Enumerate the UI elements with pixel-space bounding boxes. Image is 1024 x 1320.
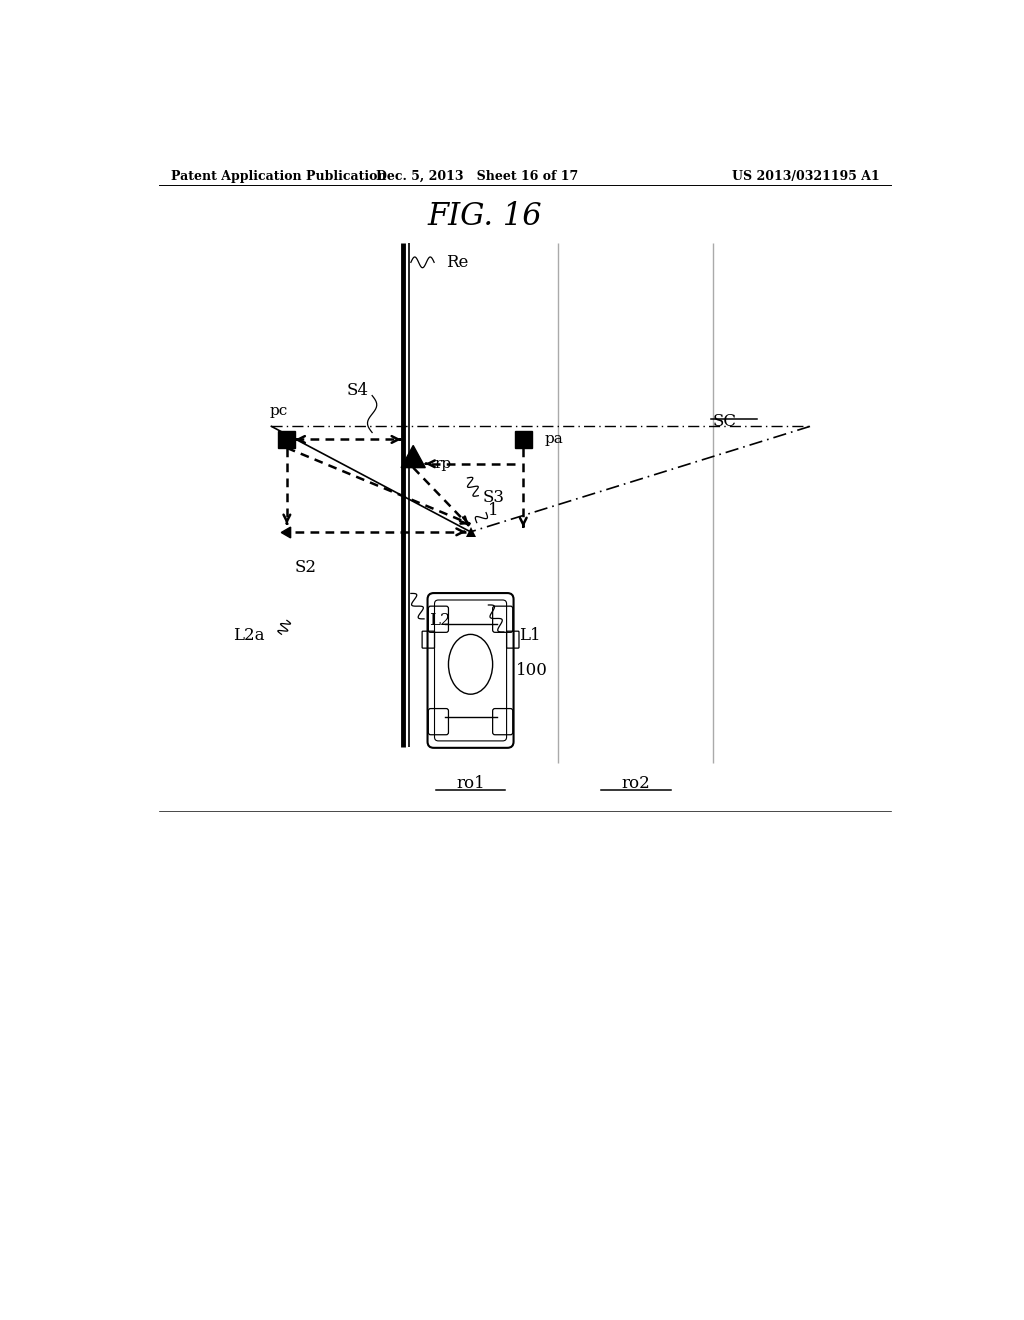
Polygon shape	[401, 445, 425, 467]
Text: SC: SC	[713, 413, 737, 429]
Text: ro1: ro1	[456, 775, 485, 792]
Text: pa: pa	[545, 433, 563, 446]
Text: Re: Re	[445, 253, 468, 271]
Text: FIG. 16: FIG. 16	[427, 201, 542, 232]
Text: S3: S3	[483, 488, 505, 506]
Text: S2: S2	[295, 558, 316, 576]
Text: pc: pc	[270, 404, 288, 418]
Text: 100: 100	[515, 661, 548, 678]
Text: Dec. 5, 2013   Sheet 16 of 17: Dec. 5, 2013 Sheet 16 of 17	[376, 170, 578, 183]
Text: S4: S4	[346, 383, 369, 400]
Bar	[279, 430, 295, 447]
Bar	[515, 430, 531, 447]
Text: L2: L2	[429, 612, 451, 628]
Text: L2a: L2a	[232, 627, 264, 644]
Text: ro2: ro2	[622, 775, 650, 792]
Text: rp: rp	[435, 457, 452, 471]
Text: Patent Application Publication: Patent Application Publication	[171, 170, 386, 183]
Text: 1: 1	[487, 502, 499, 519]
Text: US 2013/0321195 A1: US 2013/0321195 A1	[732, 170, 880, 183]
Text: L1: L1	[519, 627, 541, 644]
